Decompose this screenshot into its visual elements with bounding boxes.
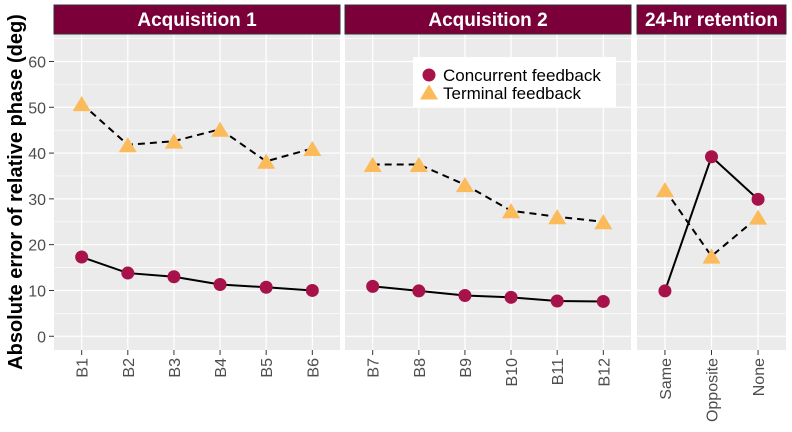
terminal-feedback-point: [702, 248, 721, 264]
terminal-feedback-point: [164, 133, 183, 149]
concurrent-feedback-point: [167, 270, 181, 284]
y-tick-label: 20: [28, 238, 46, 255]
concurrent-feedback-line: [81, 256, 313, 292]
facet-strip-title: Acquisition 2: [428, 10, 547, 31]
terminal-feedback-point: [303, 140, 322, 156]
terminal-feedback-point: [749, 209, 768, 225]
concurrent-feedback-point: [305, 283, 319, 297]
x-tick-label: B7: [366, 358, 383, 378]
terminal-feedback-point: [655, 182, 674, 198]
x-tick-label: Opposite: [705, 358, 722, 422]
panel-background: [54, 34, 340, 350]
legend-background: [413, 57, 616, 107]
concurrent-feedback-point: [366, 279, 380, 293]
x-tick-label: B4: [213, 358, 230, 378]
terminal-feedback-line: [664, 189, 759, 258]
terminal-feedback-point: [257, 153, 276, 169]
terminal-feedback-point: [363, 156, 382, 172]
y-tick-label: 10: [28, 283, 46, 300]
panel-3: 24-hr retention Same Opposite None: [636, 4, 787, 422]
facet-strip-title: Acquisition 1: [137, 10, 257, 31]
terminal-feedback-point: [594, 214, 613, 230]
concurrent-feedback-point: [596, 294, 610, 308]
x-tick-label: B3: [167, 358, 184, 378]
y-tick-label: 40: [28, 146, 46, 163]
facet-strip: [636, 4, 787, 35]
legend-key-concurrent: [422, 68, 436, 82]
legend-label-terminal: Terminal feedback: [443, 84, 581, 103]
concurrent-feedback-line: [372, 285, 604, 303]
x-tick-label: B1: [75, 358, 92, 378]
facet-strip: [53, 4, 341, 35]
concurrent-feedback-point: [458, 289, 472, 303]
x-tick-label: None: [751, 358, 768, 396]
x-tick-label: B12: [596, 358, 613, 387]
x-tick-label: B6: [305, 358, 322, 378]
concurrent-feedback-point: [213, 278, 227, 292]
terminal-feedback-point: [409, 156, 428, 172]
concurrent-feedback-point: [751, 192, 765, 206]
x-tick-label: B8: [412, 358, 429, 378]
x-tick-label: B2: [121, 358, 138, 378]
x-tick-label: B10: [504, 358, 521, 387]
legend-key-terminal: [419, 84, 439, 100]
y-tick-label: 50: [28, 100, 46, 117]
concurrent-feedback-point: [412, 284, 426, 298]
y-axis-title: Absolute error of relative phase (deg): [5, 14, 27, 370]
terminal-feedback-line: [372, 163, 604, 223]
concurrent-feedback-point: [121, 266, 135, 280]
x-tick-label: B5: [259, 358, 276, 378]
panel-1: Acquisition 1 B1 B2 B3 B4 B5 B6: [53, 4, 341, 378]
concurrent-feedback-point: [705, 150, 718, 164]
facet-strip: [344, 4, 632, 35]
y-tick-label: 60: [28, 54, 46, 71]
concurrent-feedback-point: [75, 250, 89, 264]
y-tick-label: 30: [28, 192, 46, 209]
concurrent-feedback-point: [504, 290, 518, 304]
terminal-feedback-point: [455, 177, 474, 193]
x-tick-label: B11: [550, 358, 567, 385]
concurrent-feedback-point: [550, 294, 564, 308]
terminal-feedback-point: [118, 137, 137, 153]
legend-label-concurrent: Concurrent feedback: [443, 66, 601, 85]
terminal-feedback-point: [72, 95, 91, 112]
x-tick-label: B9: [458, 358, 475, 378]
terminal-feedback-point: [211, 121, 230, 137]
terminal-feedback-line: [81, 102, 313, 163]
concurrent-feedback-point: [658, 284, 672, 298]
facet-strip-title: 24-hr retention: [645, 10, 778, 31]
concurrent-feedback-point: [259, 280, 273, 294]
terminal-feedback-point: [548, 209, 567, 225]
x-tick-label: Same: [658, 358, 675, 400]
terminal-feedback-point: [502, 203, 521, 219]
y-tick-label: 0: [37, 329, 46, 346]
